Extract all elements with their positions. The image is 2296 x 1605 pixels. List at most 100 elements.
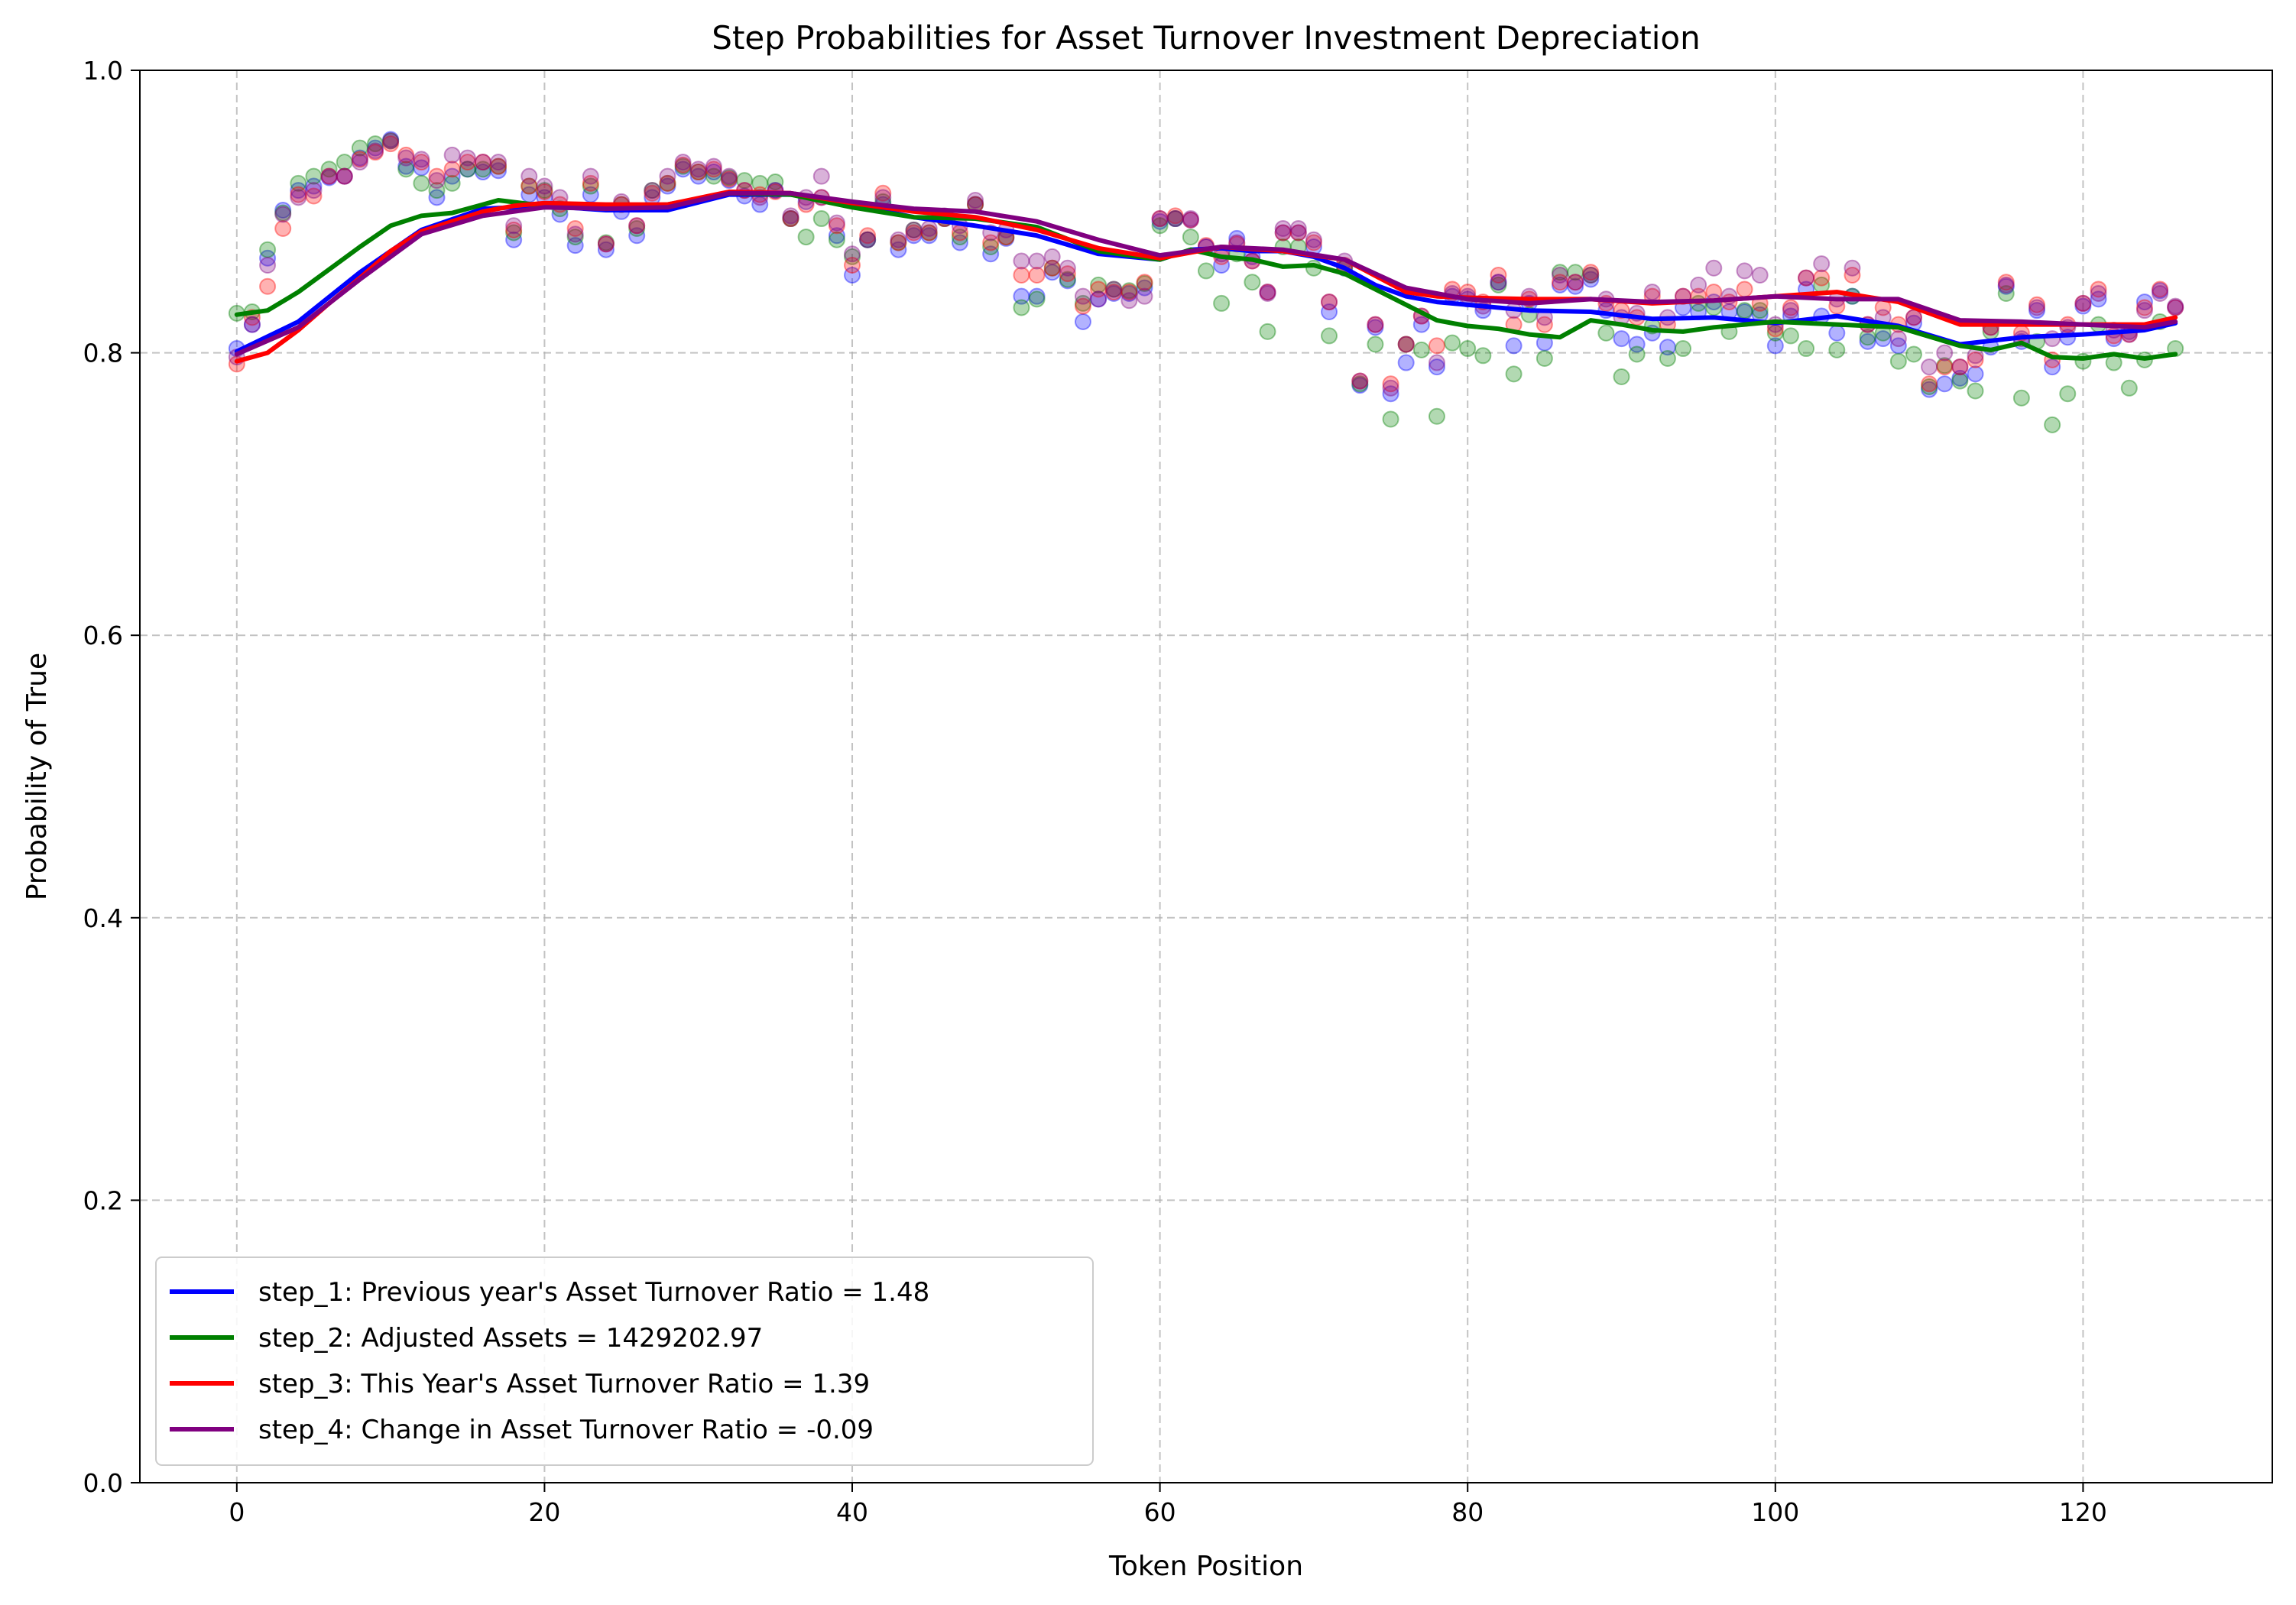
- series-2-point: [1321, 327, 1338, 345]
- series-3-point: [1428, 337, 1445, 355]
- series-2-point: [828, 231, 845, 248]
- series-1-point: [259, 249, 277, 267]
- series-1-point: [1889, 337, 1907, 355]
- series-2-point: [505, 224, 523, 242]
- series-3-point: [828, 217, 845, 235]
- series-4-point: [490, 154, 508, 171]
- y-tick-label: 0.6: [83, 621, 123, 650]
- series-3-point: [628, 217, 646, 235]
- series-1-point: [1074, 313, 1091, 330]
- series-2-point: [382, 132, 400, 150]
- series-4-point: [1813, 255, 1831, 273]
- series-2-point: [1090, 276, 1107, 293]
- series-3-point: [1059, 265, 1076, 283]
- grid-lines: [140, 70, 2272, 1483]
- series-2-point: [1367, 336, 1384, 353]
- series-2-point: [443, 174, 461, 192]
- series-3-point: [1997, 274, 2015, 291]
- series-2-point: [1136, 275, 1153, 293]
- series-3-point: [1844, 266, 1861, 284]
- x-tick-label: 80: [1451, 1497, 1484, 1527]
- series-2-point: [1936, 357, 1954, 374]
- series-4-point: [582, 167, 599, 185]
- series-2-point: [1444, 334, 1461, 352]
- series-2-point: [1536, 349, 1553, 367]
- series-3-point: [720, 170, 738, 188]
- series-2-point: [259, 241, 277, 258]
- series-4-point: [320, 167, 338, 185]
- series-2-point: [1551, 264, 1568, 281]
- series-1-point: [1582, 271, 1600, 288]
- series-4-point: [1690, 276, 1707, 293]
- series-4-point: [1074, 287, 1091, 305]
- series-4-point: [828, 214, 845, 232]
- series-3-point: [1013, 266, 1030, 284]
- series-4-point: [659, 167, 676, 185]
- series-4-point: [1397, 336, 1415, 353]
- series-1-point: [1028, 287, 1046, 305]
- series-4-point: [443, 146, 461, 164]
- series-3-point: [1321, 293, 1338, 311]
- series-2-point: [767, 173, 784, 190]
- series-4-point: [520, 167, 538, 185]
- series-1-point: [1289, 224, 1307, 242]
- series-1-point: [1766, 337, 1784, 355]
- series-2-point: [1905, 345, 1922, 363]
- series-1-point: [920, 227, 938, 245]
- series-1-point: [474, 164, 491, 181]
- series-1-point: [1936, 375, 1954, 393]
- series-3-point: [428, 167, 446, 185]
- series-3-point: [644, 184, 661, 202]
- series-1-point: [859, 231, 877, 248]
- series-1-point: [1013, 287, 1030, 305]
- series-1-point: [1567, 277, 1584, 295]
- series-3-point: [397, 146, 415, 164]
- series-2-point: [659, 174, 676, 192]
- series-2-point: [1397, 336, 1415, 353]
- series-4-point: [2028, 299, 2046, 316]
- y-axis-ticks: 0.0 0.2 0.4 0.6 0.8 1.0: [83, 56, 140, 1498]
- series-2-point: [597, 234, 615, 251]
- series-1-point: [1182, 211, 1199, 229]
- series-4-point: [1382, 379, 1399, 397]
- series-3-point: [689, 164, 707, 181]
- series-4-point: [2135, 302, 2153, 319]
- series-2-point: [859, 231, 877, 248]
- series-3-point: [520, 177, 538, 195]
- series-2-point: [905, 221, 923, 238]
- series-1-point: [2152, 282, 2169, 300]
- series-3-point: [1798, 269, 1815, 287]
- series-1-point: [1259, 284, 1276, 301]
- series-1-point: [1166, 210, 1184, 228]
- series-2-point: [2059, 385, 2077, 403]
- series-4-point: [1182, 210, 1199, 228]
- series-3-point: [1274, 224, 1292, 242]
- series-2-point: [1043, 259, 1061, 277]
- series-1-point: [1151, 212, 1169, 230]
- series-2-point: [1428, 407, 1445, 425]
- series-4-point: [1028, 252, 1046, 270]
- series-1-point: [1105, 284, 1123, 302]
- series-4-point: [1736, 262, 1753, 280]
- series-3-point: [490, 157, 508, 175]
- series-4-point: [859, 231, 877, 248]
- legend-entry: step_2: Adjusted Assets = 1429202.97: [258, 1323, 763, 1354]
- series-4-point: [459, 149, 476, 167]
- series-4-point: [812, 167, 830, 185]
- series-2-point: [305, 167, 323, 185]
- series-4-point: [1259, 284, 1276, 302]
- series-4-point: [644, 182, 661, 199]
- series-4-point: [351, 154, 368, 171]
- series-1-point: [1382, 385, 1399, 403]
- series-4-point: [2044, 330, 2061, 348]
- series-4-point: [1798, 269, 1815, 287]
- series-2-point: [1151, 217, 1169, 235]
- series-2-point: [320, 160, 338, 178]
- series-4-point: [382, 132, 400, 150]
- series-2-point: [1166, 210, 1184, 228]
- series-1-point: [443, 167, 461, 185]
- series-2-point: [1889, 352, 1907, 370]
- chart-title: Step Probabilities for Asset Turnover In…: [712, 19, 1700, 57]
- series-3-point: [259, 277, 277, 295]
